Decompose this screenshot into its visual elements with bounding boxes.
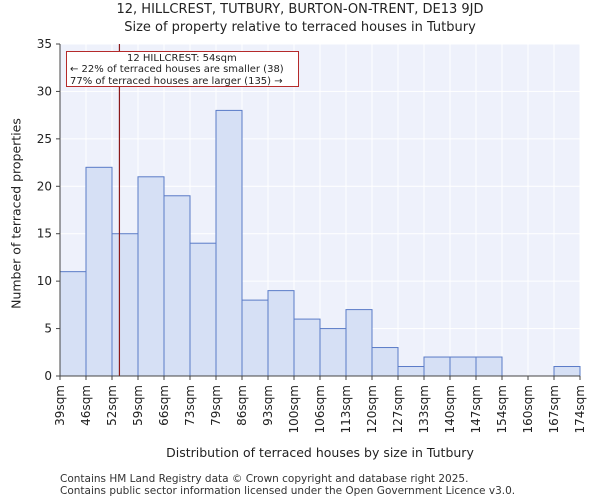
y-tick-label: 30: [37, 84, 52, 98]
x-tick-label: 52sqm: [105, 385, 119, 426]
bar-chart: 0 5 10 15 20 25 30 35 39sqm 46sqm 52sqm 59sqm 66sqm 7…: [37, 37, 587, 433]
bar: [241, 299, 269, 377]
x-tick-label: 46sqm: [79, 385, 93, 426]
annotation-line3: 77% of terraced houses are larger (135) …: [70, 75, 283, 87]
x-tick-label: 167sqm: [547, 385, 561, 433]
annotation-line1: 12 HILLCREST: 54sqm: [127, 53, 237, 64]
bar: [449, 356, 477, 377]
bar: [215, 109, 243, 377]
x-tick-label: 113sqm: [339, 385, 353, 433]
x-tick-label: 140sqm: [443, 385, 457, 433]
bar: [111, 233, 139, 377]
marker-annotation-box: 12 HILLCREST: 54sqm ← 22% of terraced ho…: [66, 51, 299, 87]
bar: [371, 347, 399, 377]
x-tick-label: 86sqm: [235, 385, 249, 426]
x-tick-label: 100sqm: [287, 385, 301, 433]
chart-title-line1: 12, HILLCREST, TUTBURY, BURTON-ON-TRENT,…: [116, 2, 484, 17]
x-tick-label: 127sqm: [391, 385, 405, 433]
x-tick-label: 133sqm: [417, 385, 431, 433]
bar: [475, 356, 503, 377]
footer-line2: Contains public sector information licen…: [60, 485, 516, 497]
y-tick-label: 20: [37, 179, 52, 193]
chart-title-line2: Size of property relative to terraced ho…: [124, 20, 476, 35]
x-tick-label: 93sqm: [261, 385, 275, 426]
bar: [267, 290, 295, 377]
bar: [345, 309, 373, 377]
bar: [397, 366, 425, 377]
x-tick-label: 160sqm: [521, 385, 535, 433]
bar: [85, 166, 113, 377]
annotation-line2: ← 22% of terraced houses are smaller (38…: [70, 64, 284, 76]
x-tick-label: 66sqm: [157, 385, 171, 426]
bar: [553, 366, 581, 377]
x-tick-label: 147sqm: [469, 385, 483, 433]
bar: [163, 195, 191, 377]
y-tick-label: 25: [37, 132, 52, 146]
x-tick-label: 174sqm: [573, 385, 587, 433]
bar: [293, 318, 321, 377]
x-axis-label: Distribution of terraced houses by size …: [166, 445, 474, 460]
x-tick-label: 39sqm: [53, 385, 67, 426]
bar: [59, 271, 87, 377]
bar: [319, 328, 347, 377]
y-tick-label: 0: [44, 369, 52, 383]
y-tick-label: 15: [37, 227, 52, 241]
footer-line1: Contains HM Land Registry data © Crown c…: [60, 473, 469, 485]
y-axis-label: Number of terraced properties: [8, 118, 24, 309]
x-tick-label: 120sqm: [365, 385, 379, 433]
x-tick-label: 73sqm: [183, 385, 197, 426]
x-tick-label: 106sqm: [313, 385, 327, 433]
x-tick-label: 59sqm: [131, 385, 145, 426]
x-tick-label: 154sqm: [495, 385, 509, 433]
bar: [137, 176, 165, 377]
y-tick-label: 35: [37, 37, 52, 51]
bar: [423, 356, 451, 377]
y-tick-label: 5: [44, 322, 52, 336]
bar: [189, 242, 217, 377]
y-tick-label: 10: [37, 274, 52, 288]
x-tick-label: 79sqm: [209, 385, 223, 426]
